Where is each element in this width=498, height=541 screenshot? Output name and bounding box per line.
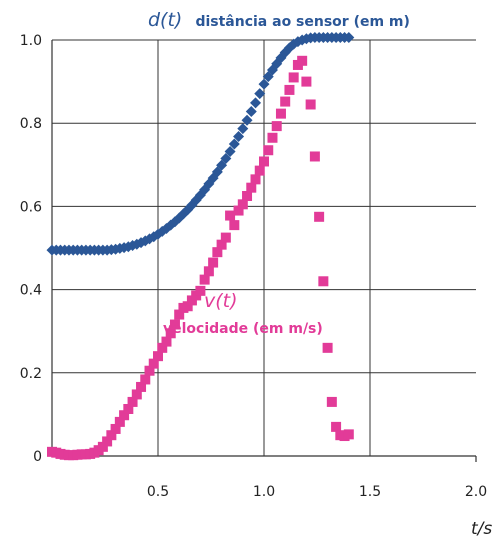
v-point-38 [208,257,219,268]
d-point-48 [250,97,262,109]
v-point-32 [182,301,193,312]
v-point-13 [102,436,113,447]
v-point-12 [97,441,108,452]
d-point-44 [233,131,245,143]
v-point-64 [318,276,329,287]
v-point-14 [106,430,117,441]
v-point-66 [326,396,337,407]
v-point-42 [225,210,236,221]
y-tick-label-1: 0.2 [20,366,42,382]
v-point-21 [136,381,147,392]
v-point-43 [229,220,240,231]
d-point-70 [343,32,355,44]
v-point-44 [233,205,244,216]
x-tick-label-0: 0.5 [147,484,169,500]
v-point-26 [157,342,168,353]
v-point-36 [199,274,210,285]
v-point-52 [267,132,278,143]
legend-d-symbol: d(t) [148,9,182,31]
d-point-45 [237,123,249,135]
v-point-54 [275,108,286,119]
y-tick-label-4: 0.8 [20,116,42,132]
y-tick-label-0: 0 [33,449,42,465]
tick-labels: 0 0.2 0.4 0.6 0.8 1.0 0.5 1.0 1.5 2.0 [20,33,487,500]
v-point-18 [123,403,134,414]
v-point-60 [301,76,312,87]
v-point-19 [127,396,138,407]
v-point-70 [343,429,354,440]
v-point-63 [314,211,325,222]
v-point-51 [263,145,274,156]
v-point-17 [119,410,130,421]
v-point-39 [212,247,223,258]
v-point-35 [195,285,206,296]
x-tick-label-1: 1.0 [253,484,275,500]
grid [52,39,476,456]
v-point-57 [288,72,299,83]
v-point-53 [271,121,282,132]
x-axis-label: t/s [471,519,492,539]
v-point-15 [110,423,121,434]
y-tick-label-5: 1.0 [20,33,42,49]
v-point-65 [322,342,333,353]
d-point-46 [241,114,253,126]
series-v-markers [47,55,354,461]
d-point-43 [228,138,240,150]
v-point-45 [237,199,248,210]
v-point-22 [140,374,151,385]
v-point-16 [114,416,125,427]
d-point-49 [254,88,266,100]
v-point-59 [297,55,308,66]
v-point-67 [331,421,342,432]
d-point-42 [224,145,236,157]
d-point-41 [220,153,232,165]
v-point-61 [305,99,316,110]
v-point-37 [203,266,214,277]
v-point-55 [280,96,291,107]
series-d-markers [46,32,355,256]
v-point-56 [284,84,295,95]
v-point-47 [246,182,257,193]
v-point-28 [165,328,176,339]
v-point-30 [174,309,185,320]
v-point-40 [216,239,227,250]
v-point-50 [259,156,269,167]
legend-d: d(t) distância ao sensor (em m) [148,9,410,31]
v-point-46 [242,191,253,201]
legend-v-description: velocidade (em m/s) [163,321,323,337]
v-point-23 [144,365,155,376]
v-point-27 [161,336,172,347]
v-point-29 [169,319,180,330]
y-tick-label-2: 0.4 [20,283,42,299]
v-point-20 [131,389,142,400]
x-tick-label-2: 1.5 [359,484,381,500]
d-point-50 [258,78,270,90]
v-point-49 [254,165,265,176]
v-point-48 [250,174,261,185]
x-tick-label-3: 2.0 [465,484,487,500]
v-point-24 [148,358,159,369]
v-point-25 [153,351,163,362]
v-point-41 [220,232,231,243]
v-point-62 [309,151,320,162]
y-tick-label-3: 0.6 [20,199,42,215]
d-point-47 [245,106,257,118]
legend-v-symbol: v(t) [204,290,238,312]
legend-d-description: distância ao sensor (em m) [195,14,409,30]
